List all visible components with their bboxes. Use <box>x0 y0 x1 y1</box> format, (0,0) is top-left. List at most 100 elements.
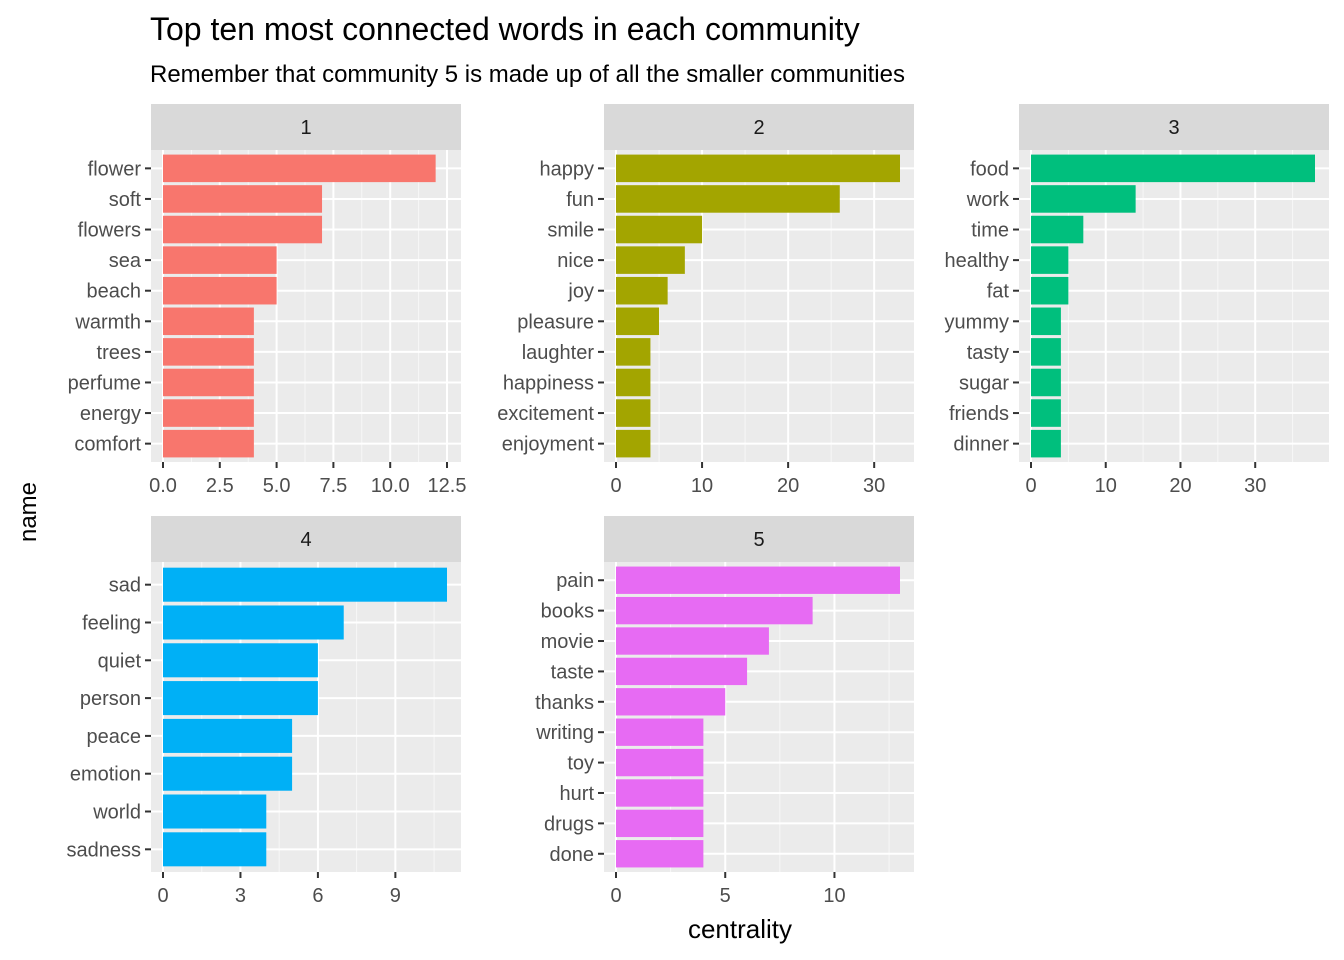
y-tick-label-time: time <box>971 220 1009 242</box>
bar-soft <box>163 185 323 213</box>
bar-work <box>1031 185 1136 213</box>
y-tick-label-energy: energy <box>80 403 141 425</box>
bar-thanks <box>616 688 726 716</box>
bar-person <box>163 681 318 716</box>
bar-laughter <box>616 338 651 366</box>
bar-done <box>616 840 704 868</box>
bar-time <box>1031 215 1084 244</box>
y-tick-label-beach: beach <box>87 281 142 303</box>
x-tick-label: 10 <box>1095 475 1117 497</box>
x-tick-label: 9 <box>390 885 401 907</box>
y-tick-label-food: food <box>970 158 1009 180</box>
y-tick-label-friends: friends <box>949 403 1009 425</box>
x-tick-label: 12.5 <box>428 475 467 497</box>
y-tick-label-toy: toy <box>567 753 594 775</box>
bar-drugs <box>616 809 704 838</box>
y-tick-label-excitement: excitement <box>497 403 594 425</box>
y-tick-label-pleasure: pleasure <box>517 311 594 333</box>
y-tick-label-world: world <box>92 802 141 824</box>
x-tick-label: 0 <box>610 885 621 907</box>
bar-pleasure <box>616 307 660 336</box>
bar-friends <box>1031 399 1061 427</box>
y-tick-label-joy: joy <box>567 281 594 303</box>
y-tick-label-peace: peace <box>87 726 142 748</box>
y-tick-label-done: done <box>550 844 595 866</box>
bar-tasty <box>1031 338 1061 366</box>
x-tick-label: 7.5 <box>319 475 347 497</box>
bar-fat <box>1031 276 1069 305</box>
chart-title: Top ten most connected words in each com… <box>150 11 860 47</box>
y-tick-label-nice: nice <box>557 250 594 272</box>
x-tick-label: 30 <box>863 475 885 497</box>
facet-strip-label-3: 3 <box>1168 117 1179 139</box>
bar-smile <box>616 215 703 244</box>
x-tick-label: 0 <box>1025 475 1036 497</box>
x-tick-label: 20 <box>777 475 799 497</box>
y-tick-label-fat: fat <box>987 281 1010 303</box>
bar-trees <box>163 338 254 366</box>
x-axis-label: centrality <box>688 914 792 944</box>
bar-food <box>1031 154 1315 183</box>
facet-strip-2 <box>604 104 914 150</box>
bar-writing <box>616 718 704 746</box>
x-tick-label: 2.5 <box>206 475 234 497</box>
y-tick-label-tasty: tasty <box>967 342 1009 364</box>
y-tick-label-drugs: drugs <box>544 813 594 835</box>
y-tick-label-sadness: sadness <box>67 839 142 861</box>
bar-joy <box>616 276 668 305</box>
bar-perfume <box>163 368 254 397</box>
y-tick-label-hurt: hurt <box>560 783 595 805</box>
bar-books <box>616 596 813 625</box>
y-tick-label-sad: sad <box>109 575 141 597</box>
x-tick-label: 6 <box>312 885 323 907</box>
y-tick-label-laughter: laughter <box>522 342 595 364</box>
bar-healthy <box>1031 246 1069 274</box>
facet-strip-label-4: 4 <box>300 529 311 551</box>
y-tick-label-comfort: comfort <box>74 434 141 456</box>
bar-warmth <box>163 307 254 336</box>
y-tick-label-writing: writing <box>535 722 594 744</box>
y-tick-label-fun: fun <box>566 189 594 211</box>
bar-hurt <box>616 779 704 807</box>
bar-sadness <box>163 832 267 867</box>
x-tick-label: 0 <box>157 885 168 907</box>
y-tick-label-taste: taste <box>551 661 594 683</box>
bar-movie <box>616 627 769 655</box>
y-tick-label-thanks: thanks <box>535 692 594 714</box>
y-tick-label-trees: trees <box>97 342 141 364</box>
bar-energy <box>163 399 254 427</box>
bar-quiet <box>163 643 318 678</box>
bar-sea <box>163 246 277 274</box>
bar-yummy <box>1031 307 1061 336</box>
y-tick-label-sea: sea <box>109 250 142 272</box>
bar-emotion <box>163 756 293 791</box>
x-tick-label: 3 <box>235 885 246 907</box>
y-tick-label-quiet: quiet <box>98 650 142 672</box>
y-tick-label-warmth: warmth <box>74 311 141 333</box>
bar-feeling <box>163 605 344 640</box>
bar-world <box>163 794 267 829</box>
y-tick-label-movie: movie <box>541 631 594 653</box>
y-tick-label-flower: flower <box>88 158 142 180</box>
bar-happiness <box>616 368 651 397</box>
y-tick-label-soft: soft <box>109 189 142 211</box>
bar-toy <box>616 748 704 777</box>
facet-strip-label-2: 2 <box>753 117 764 139</box>
bar-happy <box>616 154 900 183</box>
facet-panel-1: 1 flower soft flowers sea beach warmth trees per… <box>68 104 467 497</box>
facet-panels: 1 flower soft flowers sea beach warmth trees per… <box>67 104 1329 907</box>
bar-excitement <box>616 399 651 427</box>
bar-sugar <box>1031 368 1061 397</box>
facet-strip-3 <box>1019 104 1329 150</box>
x-tick-label: 10.0 <box>371 475 410 497</box>
bar-peace <box>163 718 293 753</box>
y-tick-label-feeling: feeling <box>82 612 141 634</box>
y-tick-label-dinner: dinner <box>953 434 1009 456</box>
bar-flower <box>163 154 436 183</box>
y-tick-label-yummy: yummy <box>945 311 1009 333</box>
y-tick-label-pain: pain <box>556 570 594 592</box>
bar-pain <box>616 566 900 594</box>
facet-strip-label-5: 5 <box>753 529 764 551</box>
bar-beach <box>163 276 277 305</box>
